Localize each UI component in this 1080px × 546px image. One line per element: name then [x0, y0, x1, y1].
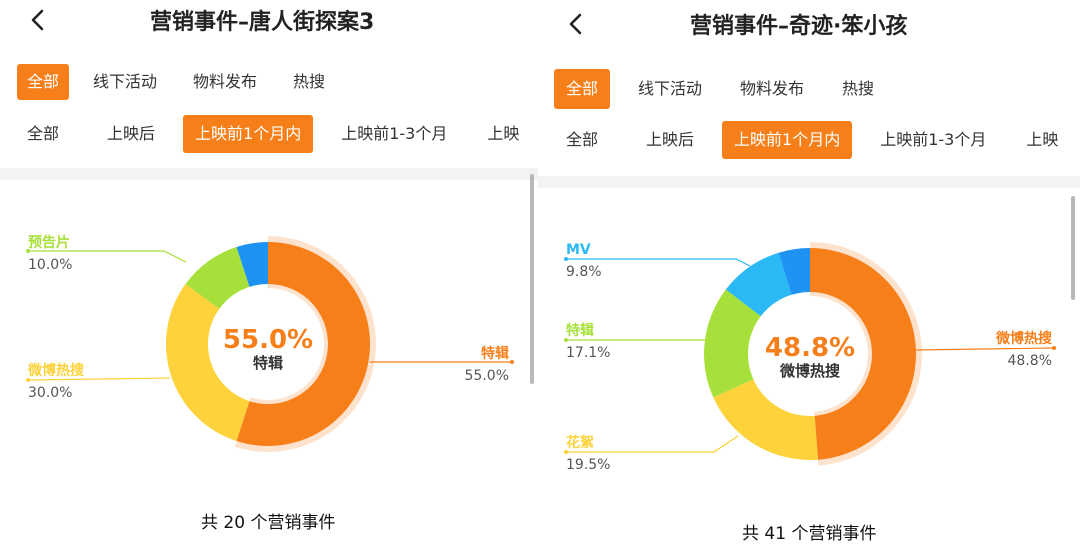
leader-dot — [26, 378, 30, 382]
slice-label: 微博热搜 — [27, 362, 85, 379]
chevron-left-icon — [31, 9, 44, 31]
slice-value: 17.1% — [566, 345, 610, 361]
leader-line — [28, 250, 187, 263]
category-tabs: 全部 线下活动 物料发布 热搜 — [0, 64, 540, 100]
subtab-more[interactable]: 上映 — [1026, 130, 1059, 149]
donut-slice[interactable] — [778, 248, 810, 295]
tab-all[interactable]: 全部 — [554, 69, 611, 109]
tab-material[interactable]: 物料发布 — [193, 72, 258, 91]
donut-slice[interactable] — [704, 289, 761, 398]
leader-dot — [26, 249, 30, 253]
period-tabs: 全部 上映后 上映前1个月内 上映前1-3个月 上映 — [538, 121, 1080, 159]
subtab-all[interactable]: 全部 — [27, 124, 60, 143]
leader-dot — [564, 450, 568, 454]
donut-slice[interactable] — [166, 284, 250, 442]
donut-slice[interactable] — [185, 246, 250, 309]
total-count: 共 41 个营销事件 — [742, 524, 877, 544]
chevron-left-icon — [569, 13, 582, 35]
slice-label: 特辑 — [566, 322, 594, 339]
slice-value: 30.0% — [28, 385, 72, 401]
leader-dot — [564, 257, 568, 261]
total-count: 共 20 个营销事件 — [201, 513, 336, 533]
leader-dot — [564, 338, 568, 342]
page-title: 营销事件–奇迹·笨小孩 — [690, 14, 908, 39]
donut-slice[interactable] — [236, 242, 370, 446]
donut-slice[interactable] — [713, 379, 818, 461]
leader-line — [27, 377, 171, 381]
slice-label: 花絮 — [566, 434, 594, 451]
subtab-all[interactable]: 全部 — [566, 130, 599, 149]
slice-label: 微博热搜 — [995, 330, 1053, 347]
slice-value: 19.5% — [566, 457, 610, 473]
scrollbar[interactable] — [530, 174, 534, 384]
center-value: 48.8% — [765, 333, 855, 363]
top-bar: 营销事件–唐人街探案3 — [0, 0, 540, 44]
subtab-after-release[interactable]: 上映后 — [646, 130, 695, 149]
slice-label: 特辑 — [481, 345, 509, 362]
page-title: 营销事件–唐人街探案3 — [150, 10, 375, 35]
slice-value: 55.0% — [465, 368, 509, 384]
tab-hotsearch[interactable]: 热搜 — [293, 72, 326, 91]
donut-slice[interactable] — [725, 252, 792, 317]
slice-value: 48.8% — [1008, 353, 1052, 369]
slice-value: 9.8% — [566, 264, 602, 280]
section-divider — [0, 168, 540, 180]
category-tabs: 全部 线下活动 物料发布 热搜 — [538, 69, 1080, 109]
leader-line — [913, 347, 1055, 351]
subtab-1-month-before[interactable]: 上映前1个月内 — [722, 121, 853, 159]
subtab-after-release[interactable]: 上映后 — [107, 124, 156, 143]
tab-all[interactable]: 全部 — [17, 64, 70, 100]
slice-label: MV — [566, 242, 591, 258]
section-divider — [538, 176, 1080, 188]
tab-offline[interactable]: 线下活动 — [638, 79, 703, 98]
scrollbar[interactable] — [1071, 196, 1075, 300]
back-button[interactable] — [562, 10, 588, 38]
subtab-1-month-before[interactable]: 上映前1个月内 — [183, 115, 314, 153]
donut-slice[interactable] — [236, 242, 268, 287]
subtab-1-3-months-before[interactable]: 上映前1-3个月 — [880, 130, 987, 149]
top-bar: 营销事件–奇迹·笨小孩 — [538, 0, 1080, 44]
panel-benxiaohai: 营销事件–奇迹·笨小孩 全部 线下活动 物料发布 热搜 全部 上映后 上映前1个… — [538, 0, 1080, 546]
center-value: 55.0% — [223, 325, 313, 355]
center-label: 特辑 — [253, 354, 283, 372]
subtab-1-3-months-before[interactable]: 上映前1-3个月 — [341, 124, 448, 143]
leader-line — [566, 258, 751, 267]
slice-label: 预告片 — [28, 234, 70, 251]
tab-offline[interactable]: 线下活动 — [93, 72, 158, 91]
back-button[interactable] — [24, 6, 50, 34]
leader-line — [566, 435, 739, 453]
donut-slice[interactable] — [810, 248, 916, 460]
slice-value: 10.0% — [28, 257, 72, 273]
tab-material[interactable]: 物料发布 — [740, 79, 805, 98]
period-tabs: 全部 上映后 上映前1个月内 上映前1-3个月 上映 — [0, 115, 540, 153]
tab-hotsearch[interactable]: 热搜 — [842, 79, 875, 98]
leader-dot — [1052, 346, 1056, 350]
center-label: 微博热搜 — [779, 362, 841, 380]
leader-dot — [510, 360, 514, 364]
subtab-more[interactable]: 上映 — [487, 124, 520, 143]
panel-tangrenjie: 营销事件–唐人街探案3 全部 线下活动 物料发布 热搜 全部 上映后 上映前1个… — [0, 0, 540, 533]
